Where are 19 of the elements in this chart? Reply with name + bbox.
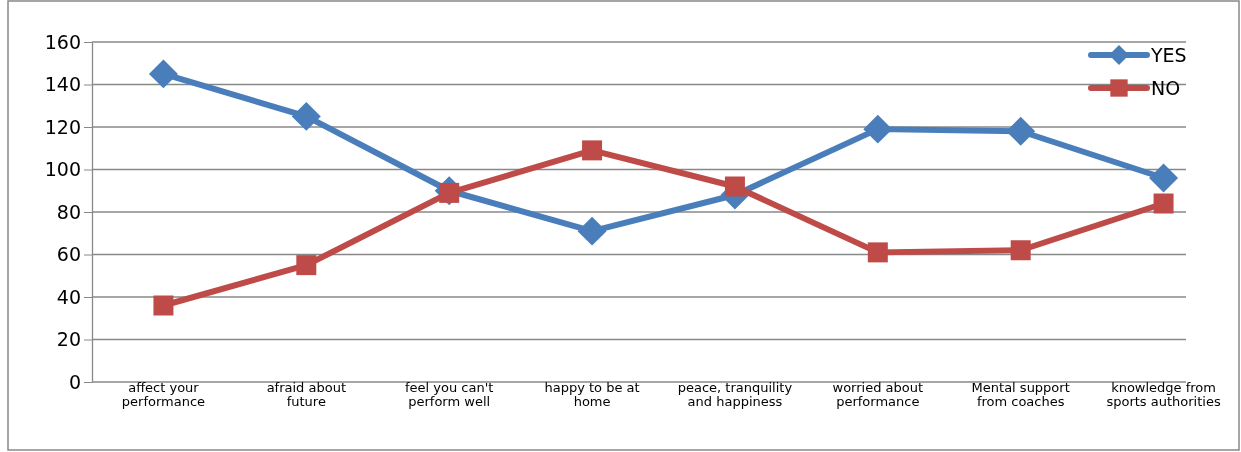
y-tick-label: 120	[44, 115, 81, 138]
y-tick-label: 140	[44, 73, 81, 96]
y-tick-label: 80	[56, 200, 81, 223]
x-tick-label: worried about performance	[832, 379, 924, 410]
y-tick-label: 160	[44, 30, 81, 53]
y-tick-label: 40	[56, 285, 81, 308]
legend-label: NO	[1151, 76, 1181, 99]
x-tick-label: peace, tranquility and happiness	[677, 379, 793, 410]
x-tick-label: Mental support from coaches	[971, 379, 1070, 410]
y-tick-label: 100	[44, 158, 81, 181]
x-tick-label: afraid about future	[266, 379, 346, 410]
x-tick-label: affect your performance	[121, 379, 206, 410]
y-tick-label: 20	[56, 328, 81, 351]
legend-label: YES	[1150, 43, 1187, 66]
x-tick-label: happy to be at home	[544, 379, 640, 410]
y-tick-label: 0	[68, 370, 81, 393]
y-tick-label: 60	[56, 243, 81, 266]
x-tick-label: feel you can't perform well	[405, 379, 494, 410]
x-tick-label: knowledge from sports authorities	[1106, 379, 1221, 410]
